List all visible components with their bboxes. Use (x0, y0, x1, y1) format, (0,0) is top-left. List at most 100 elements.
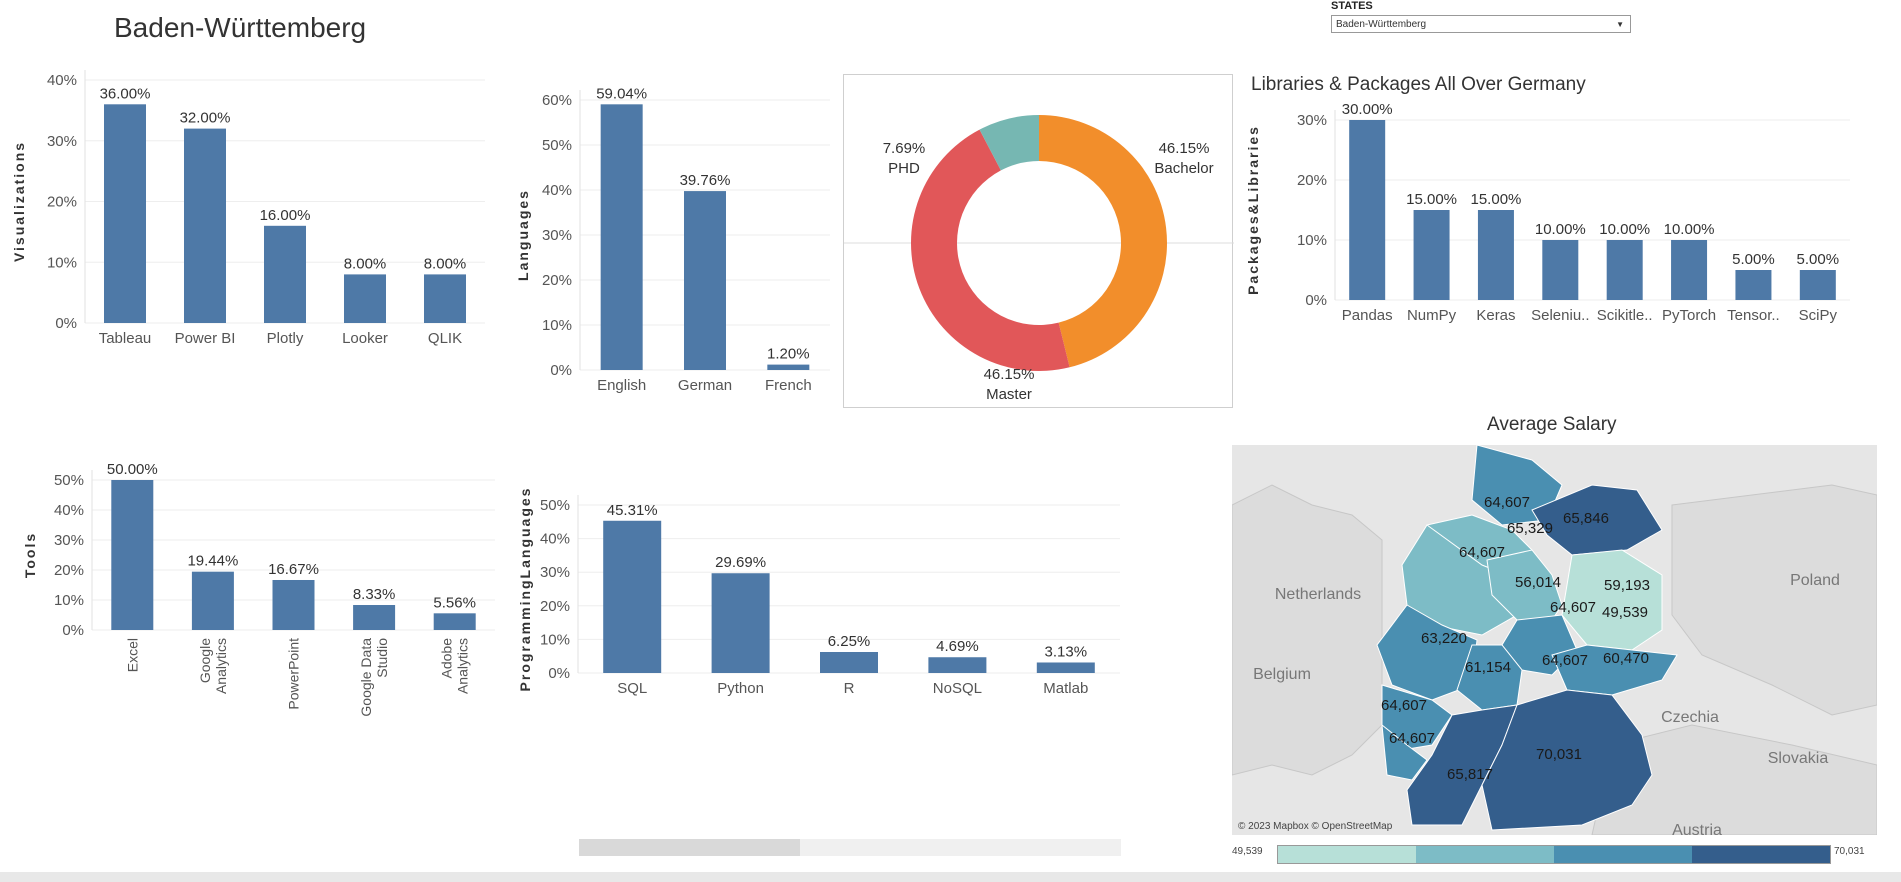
bar[interactable] (191, 571, 234, 630)
country-label: Belgium (1253, 666, 1311, 683)
y-tick-label: 0% (55, 315, 77, 332)
state-saarland[interactable] (1381, 723, 1428, 781)
bar[interactable] (433, 613, 476, 630)
scrollbar-thumb[interactable] (579, 839, 800, 856)
salary-label: 59,193 (1604, 577, 1650, 594)
donut-slice-bachelor[interactable] (1039, 115, 1167, 368)
salary-label: 65,329 (1507, 520, 1553, 537)
data-label: 10.00% (1664, 221, 1715, 238)
country-label: Slovakia (1768, 750, 1829, 767)
bar[interactable] (1799, 270, 1836, 300)
y-tick-label: 40% (47, 72, 77, 89)
bar[interactable] (603, 520, 662, 673)
country-label: Netherlands (1275, 586, 1361, 603)
bar[interactable] (820, 652, 878, 673)
x-tick-label: Excel (124, 638, 140, 672)
x-tick-label: NumPy (1407, 307, 1457, 324)
bar[interactable] (1542, 240, 1579, 300)
bar[interactable] (684, 191, 726, 370)
bar[interactable] (111, 480, 154, 630)
y-tick-label: 10% (1297, 232, 1327, 249)
bar[interactable] (600, 104, 643, 370)
data-label: 15.00% (1406, 191, 1457, 208)
salary-label: 61,154 (1465, 659, 1511, 676)
y-tick-label: 10% (54, 592, 84, 609)
state-bayern[interactable] (1481, 689, 1653, 831)
x-tick-label: QLIK (428, 330, 462, 347)
country-label: Czechia (1661, 709, 1719, 726)
x-tick-label: English (597, 377, 646, 394)
status-strip (0, 872, 1901, 882)
map-attribution: © 2023 Mapbox © OpenStreetMap (1238, 821, 1393, 832)
x-tick-label: Seleniu.. (1531, 307, 1589, 324)
y-tick-label: 20% (540, 598, 570, 615)
x-tick-label: Plotly (267, 330, 304, 347)
data-label: 15.00% (1471, 191, 1522, 208)
bar[interactable] (1735, 270, 1772, 300)
bar[interactable] (184, 128, 226, 323)
bar[interactable] (344, 274, 386, 323)
bar[interactable] (1477, 210, 1514, 300)
legend-swatch-3 (1554, 846, 1692, 863)
y-axis-label: Languages (515, 189, 531, 281)
state-nrw[interactable] (1376, 604, 1478, 701)
y-tick-label: 50% (542, 137, 572, 154)
legend-swatch-4 (1692, 846, 1830, 863)
bar[interactable] (1349, 120, 1386, 300)
x-tick-label: Analytics (455, 638, 471, 694)
bar[interactable] (424, 274, 466, 323)
chevron-down-icon[interactable]: ▼ (1616, 20, 1624, 29)
bar[interactable] (1036, 662, 1095, 673)
x-tick-label: Looker (342, 330, 388, 347)
y-tick-label: 0% (548, 665, 570, 682)
x-tick-label: Tensor.. (1727, 307, 1780, 324)
data-label: 45.31% (607, 502, 658, 519)
x-tick-label: Python (717, 680, 764, 697)
x-tick-label: Adobe (439, 638, 455, 679)
data-label: 10.00% (1535, 221, 1586, 238)
states-filter-dropdown[interactable]: Baden-Württemberg ▼ (1331, 15, 1631, 33)
salary-color-legend (1277, 845, 1831, 864)
bar[interactable] (711, 573, 770, 673)
map-title: Average Salary (1487, 414, 1617, 435)
bar[interactable] (264, 225, 306, 323)
state-baden-wuerttemberg[interactable] (1406, 704, 1518, 826)
tools-chart: 0% 10% 20% 30% 40% 50% Tools 50.00% Excel 19.44% G… (22, 461, 495, 717)
salary-label: 64,607 (1542, 652, 1588, 669)
data-label: 8.33% (353, 586, 396, 603)
y-tick-label: 10% (542, 317, 572, 334)
bar[interactable] (1413, 210, 1450, 300)
country-label: Poland (1790, 572, 1840, 589)
slice-name-label: Master (986, 386, 1032, 403)
data-label: 5.56% (433, 594, 476, 611)
bar[interactable] (1606, 240, 1643, 300)
y-tick-label: 50% (54, 472, 84, 489)
bar[interactable] (767, 364, 810, 370)
bar[interactable] (104, 104, 146, 323)
x-tick-label: Analytics (213, 638, 229, 694)
x-tick-label: Pandas (1342, 307, 1393, 324)
data-label: 30.00% (1342, 101, 1393, 118)
y-tick-label: 30% (1297, 112, 1327, 129)
germany-salary-map[interactable]: 64,607 65,329 65,846 64,607 56,014 59,193 49,5… (1232, 445, 1877, 835)
legend-max-label: 70,031 (1834, 846, 1865, 857)
bar[interactable] (353, 605, 396, 630)
dashboard-title: Baden-Württemberg (114, 12, 367, 43)
bar[interactable] (928, 657, 987, 673)
y-tick-label: 0% (1305, 292, 1327, 309)
data-label: 5.00% (1797, 251, 1840, 268)
x-tick-label: NoSQL (933, 680, 982, 697)
bar[interactable] (1671, 240, 1708, 300)
bar[interactable] (272, 579, 315, 630)
state-mecklenburg-vorpommern[interactable] (1531, 484, 1663, 556)
x-tick-label: PyTorch (1662, 307, 1716, 324)
y-tick-label: 30% (540, 564, 570, 581)
salary-label: 64,607 (1550, 599, 1596, 616)
y-tick-label: 10% (47, 254, 77, 271)
donut-slice-master[interactable] (910, 129, 1070, 371)
data-label: 16.67% (268, 561, 319, 578)
donut-slice-phd[interactable] (979, 115, 1039, 171)
state-brandenburg[interactable] (1561, 549, 1663, 651)
salary-label: 63,220 (1421, 630, 1467, 647)
y-tick-label: 20% (47, 194, 77, 211)
